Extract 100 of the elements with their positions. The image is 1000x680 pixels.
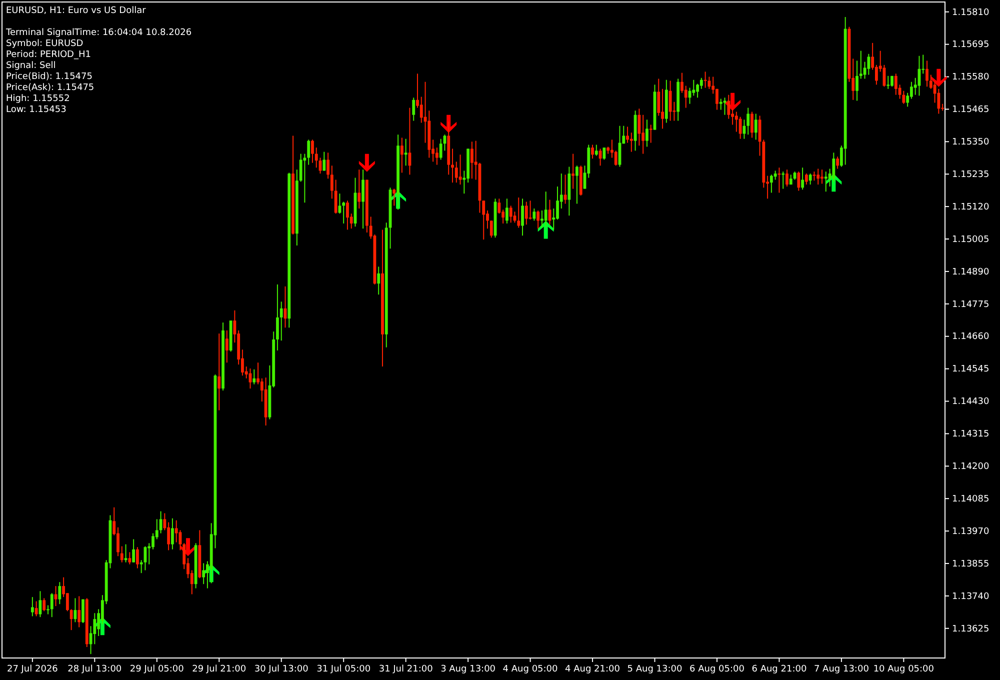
y-tick-label: 1.14430: [952, 397, 990, 408]
candlestick: [78, 596, 81, 628]
y-tick-label: 1.15235: [952, 170, 990, 180]
candlestick: [824, 171, 828, 192]
x-tick-label: 10 Aug 05:00: [873, 664, 934, 674]
candlestick: [572, 153, 575, 190]
y-tick-label: 1.13740: [952, 592, 990, 602]
x-tick-label: 31 Jul 05:00: [316, 664, 371, 674]
candlestick: [505, 198, 508, 224]
candlestick: [719, 98, 722, 110]
annotation: Signal: Sell: [6, 61, 56, 71]
candlestick: [330, 165, 334, 200]
candlestick: [782, 171, 785, 190]
y-tick-label: 1.13625: [952, 624, 990, 634]
x-tick-label: 6 Aug 21:00: [752, 664, 807, 674]
candlestick: [591, 144, 594, 160]
candlestick: [746, 107, 750, 136]
y-tick-label: 1.14775: [952, 300, 990, 310]
candlestick: [544, 191, 548, 228]
candlestick: [626, 126, 629, 144]
x-tick-label: 31 Jul 21:00: [378, 664, 434, 674]
candlestick: [509, 205, 512, 224]
candlestick: [128, 552, 132, 565]
candlestick: [170, 518, 174, 550]
candlestick: [598, 148, 602, 166]
candlestick: [377, 266, 380, 296]
candlestick: [910, 81, 913, 100]
candlestick: [594, 144, 598, 156]
candlestick: [770, 174, 773, 194]
candlestick: [338, 193, 342, 214]
candlestick: [808, 173, 812, 186]
candlestick: [412, 97, 416, 122]
candlestick: [657, 78, 660, 116]
candlestick: [532, 208, 536, 222]
candlestick: [252, 368, 256, 385]
candlestick: [322, 151, 326, 172]
annotation: Price(Ask): 1.15475: [6, 83, 94, 93]
y-tick-label: 1.15350: [952, 138, 990, 148]
candlestick: [182, 542, 186, 570]
y-tick-label: 1.14545: [952, 364, 990, 375]
point: [538, 220, 554, 239]
candlestick: [392, 188, 396, 206]
candlestick: [540, 210, 544, 228]
annotation: Low: 1.15453: [6, 105, 66, 115]
x-tick-label: 7 Aug 13:00: [814, 664, 870, 674]
candlestick: [684, 85, 688, 108]
y-tick-label: 1.15810: [952, 8, 990, 18]
candlestick: [727, 94, 730, 120]
candlestick: [311, 139, 314, 164]
candlestick: [82, 598, 84, 624]
candlestick: [524, 201, 528, 226]
candlestick: [362, 169, 364, 230]
y-tick-label: 1.14660: [952, 332, 990, 342]
candlestick: [614, 150, 618, 166]
candlestick: [856, 60, 858, 102]
candlestick: [70, 608, 73, 631]
candlestick: [167, 522, 170, 551]
candlestick: [816, 168, 820, 186]
candlestick: [458, 154, 462, 186]
candlestick: [638, 108, 641, 146]
candlestick: [661, 88, 664, 130]
x-tick-label: 5 Aug 13:00: [627, 664, 682, 674]
candlestick: [152, 532, 154, 550]
candlestick: [734, 111, 738, 132]
x-tick-label: 4 Aug 21:00: [565, 664, 620, 674]
candlestick: [276, 284, 279, 351]
candlestick: [700, 77, 703, 90]
y-tick-label: 1.14890: [952, 267, 990, 278]
y-tick-label: 1.15005: [952, 234, 990, 245]
candlestick: [30, 596, 34, 617]
x-tick-label: 28 Jul 13:00: [68, 664, 122, 674]
candlestick: [334, 179, 338, 214]
chart-title: EURUSD, H1: Euro vs US Dollar: [6, 6, 146, 16]
candlestick: [696, 83, 699, 98]
y-tick-label: 1.15120: [952, 202, 990, 212]
candlestick: [576, 165, 578, 204]
candlestick: [404, 138, 408, 166]
y-tick-label: 1.14315: [952, 430, 990, 440]
candlestick: [498, 198, 501, 214]
candlestick: [303, 153, 306, 204]
candlestick: [704, 71, 707, 88]
candlestick: [358, 169, 361, 210]
candlestick: [54, 586, 58, 607]
candlestick: [346, 200, 349, 230]
candlestick: [490, 220, 493, 238]
candlestick: [926, 60, 928, 88]
candlestick: [280, 301, 283, 342]
candlestick: [894, 73, 898, 96]
y-tick-label: 1.15465: [952, 105, 990, 116]
annotation: Period: PERIOD_H1: [6, 50, 91, 60]
candlestick: [716, 88, 718, 110]
candlestick: [812, 171, 816, 182]
candlestick: [120, 546, 124, 563]
candlestick: [630, 132, 633, 152]
annotation: Terminal SignalTime: 16:04:04 10.8.2026: [5, 28, 192, 38]
candlestick: [400, 137, 404, 174]
y-tick-label: 1.14085: [952, 494, 990, 504]
x-tick-label: 29 Jul 05:00: [130, 664, 184, 674]
candlestick: [804, 173, 808, 186]
candlestick: [750, 111, 754, 138]
